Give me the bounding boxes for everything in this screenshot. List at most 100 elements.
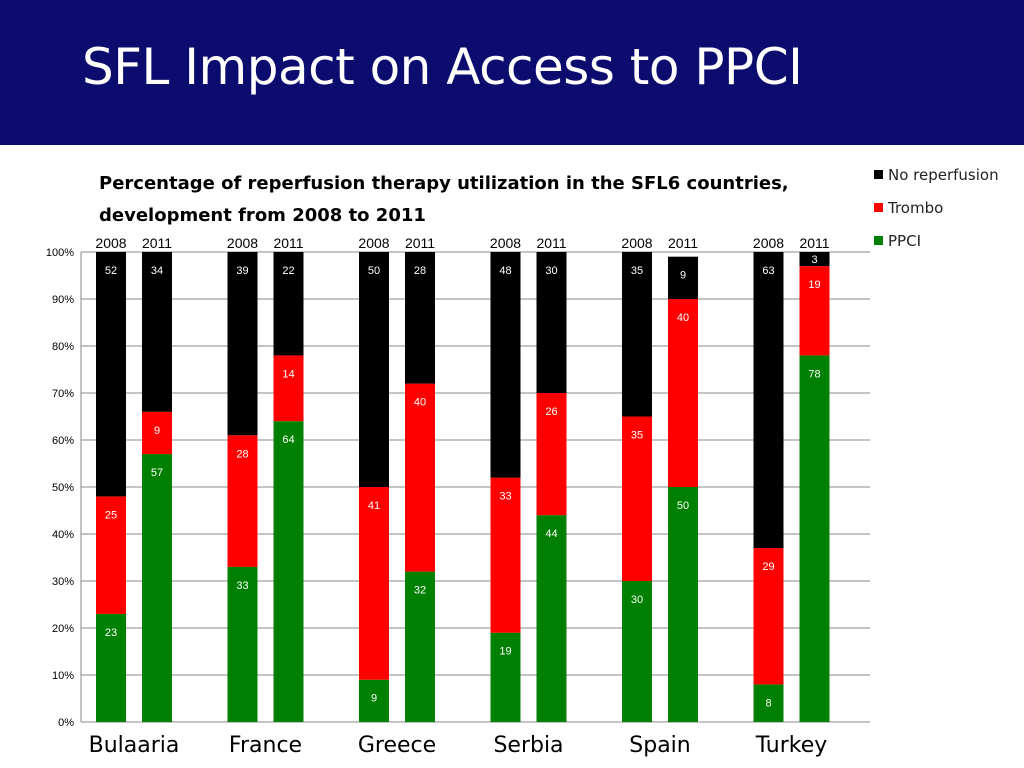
title-banner: SFL Impact on Access to PPCI bbox=[0, 0, 1024, 145]
data-label: 8 bbox=[765, 697, 771, 709]
data-label: 14 bbox=[282, 368, 294, 380]
data-label: 33 bbox=[499, 491, 511, 503]
bar-segment-no-reperfusion bbox=[536, 252, 567, 393]
data-label: 50 bbox=[677, 500, 689, 512]
bar-segment-trombo bbox=[96, 496, 126, 614]
data-label: 57 bbox=[151, 467, 163, 479]
data-label: 64 bbox=[282, 434, 294, 446]
y-tick-label: 0% bbox=[58, 717, 74, 729]
bar-segment-ppci bbox=[96, 613, 126, 722]
y-tick-label: 80% bbox=[52, 341, 74, 353]
bar-segment-trombo bbox=[227, 435, 258, 567]
bar-segment-trombo bbox=[273, 355, 304, 422]
bar-segment-ppci bbox=[405, 571, 435, 722]
bar-segment-no-reperfusion bbox=[490, 252, 521, 478]
bar-segment-ppci bbox=[753, 684, 784, 722]
legend-swatch-ppci bbox=[874, 236, 883, 245]
chart-title: Percentage of reperfusion therapy utiliz… bbox=[99, 173, 789, 226]
slide-title: SFL Impact on Access to PPCI bbox=[82, 38, 803, 96]
bar-segment-trombo bbox=[753, 548, 784, 685]
y-tick-label: 50% bbox=[52, 482, 74, 494]
bar-segment-trombo bbox=[668, 299, 698, 487]
data-label: 9 bbox=[371, 693, 377, 705]
data-label: 19 bbox=[499, 646, 511, 658]
data-label: 32 bbox=[414, 585, 426, 597]
bar-segment-ppci bbox=[490, 632, 521, 722]
x-year-label: 2011 bbox=[405, 235, 435, 251]
x-year-label: 2008 bbox=[358, 235, 389, 251]
bar-segment-no-reperfusion bbox=[96, 252, 126, 497]
data-label: 9 bbox=[154, 425, 160, 437]
x-year-label: 2008 bbox=[95, 235, 126, 251]
bar-segment-no-reperfusion bbox=[273, 252, 304, 356]
data-label: 30 bbox=[631, 594, 643, 606]
legend-item-ppci: PPCI bbox=[874, 224, 999, 257]
x-group-label: France bbox=[229, 733, 302, 758]
data-label: 23 bbox=[105, 627, 117, 639]
bar-segment-no-reperfusion bbox=[142, 252, 172, 412]
data-label: 40 bbox=[677, 312, 689, 324]
x-year-label: 2011 bbox=[273, 235, 303, 251]
bar-segment-trombo bbox=[142, 411, 172, 455]
bar-segment-ppci bbox=[273, 421, 304, 722]
data-label: 28 bbox=[414, 265, 426, 277]
data-label: 3 bbox=[811, 254, 817, 266]
data-label: 41 bbox=[368, 500, 380, 512]
y-tick-label: 20% bbox=[52, 623, 74, 635]
data-label: 28 bbox=[236, 448, 248, 460]
bar-segment-ppci bbox=[799, 355, 830, 722]
bar-segment-no-reperfusion bbox=[668, 256, 698, 299]
x-year-label: 2011 bbox=[142, 235, 172, 251]
bar-segment-no-reperfusion bbox=[227, 252, 258, 436]
bar-segment-ppci bbox=[227, 566, 258, 722]
data-label: 30 bbox=[545, 265, 557, 277]
bar-segment-ppci bbox=[622, 581, 652, 722]
bar-segment-trombo bbox=[799, 266, 830, 356]
data-label: 26 bbox=[545, 406, 557, 418]
y-tick-label: 10% bbox=[52, 670, 74, 682]
data-label: 29 bbox=[762, 561, 774, 573]
bar-segment-trombo bbox=[622, 416, 652, 581]
legend-swatch-no-reperfusion bbox=[874, 170, 883, 179]
bar-segment-no-reperfusion bbox=[622, 252, 652, 417]
y-tick-label: 40% bbox=[52, 529, 74, 541]
data-label: 39 bbox=[236, 265, 248, 277]
bar-segment-trombo bbox=[490, 477, 521, 633]
legend-item-no-reperfusion: No reperfusion bbox=[874, 158, 999, 191]
data-label: 44 bbox=[545, 528, 557, 540]
bar-segment-ppci bbox=[142, 454, 172, 722]
data-label: 19 bbox=[808, 279, 820, 291]
bar-segment-ppci bbox=[536, 515, 567, 722]
y-tick-label: 90% bbox=[52, 294, 74, 306]
bar-segment-ppci bbox=[668, 487, 698, 722]
data-label: 9 bbox=[680, 270, 686, 282]
data-label: 50 bbox=[368, 265, 380, 277]
x-group-label: Spain bbox=[629, 733, 690, 758]
bar-segment-ppci bbox=[359, 679, 389, 722]
bar-segment-no-reperfusion bbox=[405, 252, 435, 384]
bar-segment-no-reperfusion bbox=[359, 252, 389, 487]
data-label: 78 bbox=[808, 368, 820, 380]
bar-segment-no-reperfusion bbox=[753, 252, 784, 549]
x-year-label: 2011 bbox=[668, 235, 698, 251]
x-year-label: 2008 bbox=[227, 235, 258, 251]
x-year-label: 2008 bbox=[621, 235, 652, 251]
x-year-label: 2008 bbox=[753, 235, 784, 251]
bar-segment-trombo bbox=[536, 393, 567, 516]
data-label: 22 bbox=[282, 265, 294, 277]
y-tick-label: 30% bbox=[52, 576, 74, 588]
y-tick-label: 60% bbox=[52, 435, 74, 447]
x-group-label: Greece bbox=[358, 733, 436, 758]
legend-label: Trombo bbox=[888, 198, 944, 217]
x-group-label: Serbia bbox=[493, 733, 563, 758]
legend-item-trombo: Trombo bbox=[874, 191, 999, 224]
data-label: 48 bbox=[499, 265, 511, 277]
bar-segment-trombo bbox=[359, 487, 389, 680]
data-label: 35 bbox=[631, 265, 643, 277]
x-group-label: Turkey bbox=[755, 733, 828, 758]
data-label: 25 bbox=[105, 509, 117, 521]
bar-segment-no-reperfusion bbox=[799, 252, 830, 267]
x-year-label: 2011 bbox=[799, 235, 829, 251]
x-group-label: Bulaaria bbox=[89, 733, 180, 758]
